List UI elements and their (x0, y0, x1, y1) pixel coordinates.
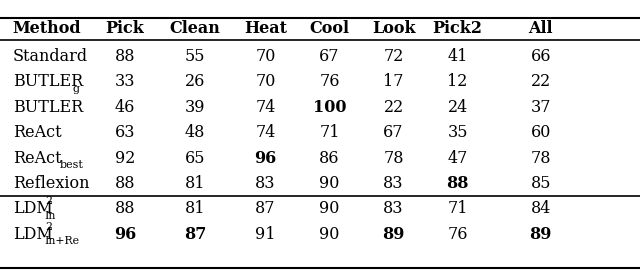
Text: 55: 55 (185, 48, 205, 65)
Text: 88: 88 (446, 175, 469, 192)
Text: 76: 76 (447, 226, 468, 243)
Text: 41: 41 (447, 48, 468, 65)
Text: 78: 78 (531, 150, 551, 167)
Text: 26: 26 (185, 73, 205, 91)
Text: 96: 96 (114, 226, 136, 243)
Text: 88: 88 (115, 175, 135, 192)
Text: BUTLER: BUTLER (13, 99, 83, 116)
Text: 81: 81 (185, 175, 205, 192)
Text: 33: 33 (115, 73, 135, 91)
Text: 46: 46 (115, 99, 135, 116)
Text: 88: 88 (115, 200, 135, 217)
Text: 71: 71 (319, 124, 340, 141)
Text: 83: 83 (255, 175, 276, 192)
Text: Method: Method (13, 20, 81, 38)
Text: 12: 12 (447, 73, 468, 91)
Text: 96: 96 (255, 150, 276, 167)
Text: In: In (45, 211, 56, 221)
Text: Heat: Heat (244, 20, 287, 38)
Text: 90: 90 (319, 175, 340, 192)
Text: 37: 37 (531, 99, 551, 116)
Text: Pick: Pick (106, 20, 144, 38)
Text: 83: 83 (383, 175, 404, 192)
Text: 81: 81 (185, 200, 205, 217)
Text: 2: 2 (45, 222, 52, 232)
Text: Cool: Cool (310, 20, 349, 38)
Text: 78: 78 (383, 150, 404, 167)
Text: 89: 89 (530, 226, 552, 243)
Text: In+Re: In+Re (45, 236, 80, 246)
Text: 92: 92 (115, 150, 135, 167)
Text: 90: 90 (319, 226, 340, 243)
Text: 67: 67 (383, 124, 404, 141)
Text: 70: 70 (255, 48, 276, 65)
Text: 22: 22 (531, 73, 551, 91)
Text: best: best (60, 160, 83, 170)
Text: Pick2: Pick2 (433, 20, 483, 38)
Text: 76: 76 (319, 73, 340, 91)
Text: 91: 91 (255, 226, 276, 243)
Text: 74: 74 (255, 99, 276, 116)
Text: g: g (72, 84, 79, 94)
Text: Look: Look (372, 20, 415, 38)
Text: All: All (529, 20, 553, 38)
Text: LDM: LDM (13, 200, 52, 217)
Text: 85: 85 (531, 175, 551, 192)
Text: ReAct: ReAct (13, 150, 61, 167)
Text: 47: 47 (447, 150, 468, 167)
Text: 71: 71 (447, 200, 468, 217)
Text: 66: 66 (531, 48, 551, 65)
Text: 84: 84 (531, 200, 551, 217)
Text: 22: 22 (383, 99, 404, 116)
Text: Standard: Standard (13, 48, 88, 65)
Text: 74: 74 (255, 124, 276, 141)
Text: Clean: Clean (170, 20, 221, 38)
Text: 87: 87 (255, 200, 276, 217)
Text: 83: 83 (383, 200, 404, 217)
Text: 63: 63 (115, 124, 135, 141)
Text: 89: 89 (383, 226, 404, 243)
Text: 70: 70 (255, 73, 276, 91)
Text: 72: 72 (383, 48, 404, 65)
Text: 2: 2 (45, 196, 52, 206)
Text: 65: 65 (185, 150, 205, 167)
Text: 67: 67 (319, 48, 340, 65)
Text: 39: 39 (185, 99, 205, 116)
Text: 100: 100 (313, 99, 346, 116)
Text: 88: 88 (115, 48, 135, 65)
Text: Reflexion: Reflexion (13, 175, 90, 192)
Text: 86: 86 (319, 150, 340, 167)
Text: 60: 60 (531, 124, 551, 141)
Text: 24: 24 (447, 99, 468, 116)
Text: LDM: LDM (13, 226, 52, 243)
Text: 90: 90 (319, 200, 340, 217)
Text: 87: 87 (184, 226, 206, 243)
Text: ReAct: ReAct (13, 124, 61, 141)
Text: 35: 35 (447, 124, 468, 141)
Text: 48: 48 (185, 124, 205, 141)
Text: 17: 17 (383, 73, 404, 91)
Text: BUTLER: BUTLER (13, 73, 83, 91)
